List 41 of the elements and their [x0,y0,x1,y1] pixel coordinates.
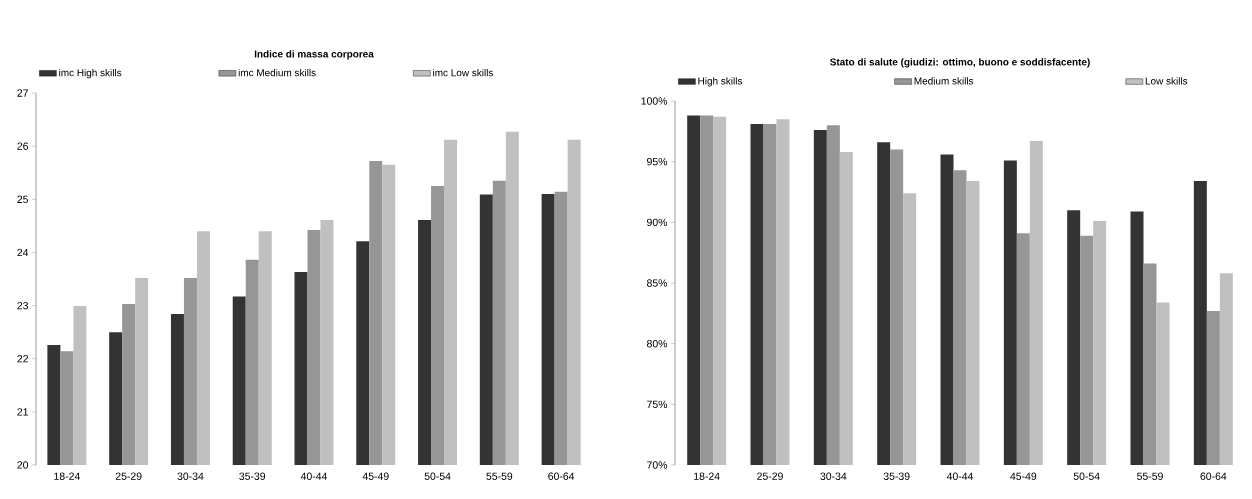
y-tick-label: 80% [647,339,668,348]
y-tick-label: 26 [17,142,29,150]
y-tick-label: 75% [647,400,668,409]
x-tick-label: 60-64 [548,472,575,480]
y-tick-label: 24 [17,248,29,257]
legend-label: High skills [698,77,743,87]
y-tick-label: 85% [647,279,668,287]
x-tick-label: 55-59 [1137,472,1163,480]
y-tick-label: 95% [647,157,668,166]
x-tick-label: 60-64 [1200,472,1227,480]
y-tick-label: 90% [647,218,668,227]
legend-label: imc Low skills [433,68,494,77]
x-tick-label: 40-44 [300,472,328,480]
x-tick-label: 55-59 [486,472,513,480]
y-tick-label: 23 [17,301,29,310]
legend-label: imc Medium skills [238,68,316,77]
x-tick-label: 25-29 [115,472,142,480]
y-tick-label: 25 [17,195,29,203]
chart-title: Indice di massa corporea [254,50,374,60]
y-tick-label: 27 [17,89,28,97]
x-tick-label: 35-39 [239,472,266,480]
legend-label: Low skills [1145,77,1188,85]
y-tick-label: 70% [647,461,668,469]
y-tick-label: 21 [17,408,28,416]
x-tick-label: 45-49 [1010,472,1037,480]
x-tick-label: 30-34 [177,472,204,480]
chart-title: Stato di salute (giudizi: ottimo, buono e soddisfacente) [830,58,1090,68]
x-tick-label: 18-24 [694,472,720,480]
x-tick-label: 40-44 [946,472,974,480]
y-tick-label: 22 [17,355,28,363]
y-tick-label: 100% [641,97,668,105]
legend-label: imc High skills [59,68,122,79]
x-tick-label: 35-39 [883,472,910,480]
x-tick-label: 30-34 [820,472,847,480]
x-tick-label: 50-54 [1073,472,1100,480]
x-tick-label: 18-24 [54,472,80,480]
legend-label: Medium skills [914,77,974,85]
x-tick-label: 45-49 [362,472,389,480]
x-tick-label: 25-29 [757,472,783,480]
y-tick-label: 20 [17,461,29,469]
x-tick-label: 50-54 [424,472,451,480]
